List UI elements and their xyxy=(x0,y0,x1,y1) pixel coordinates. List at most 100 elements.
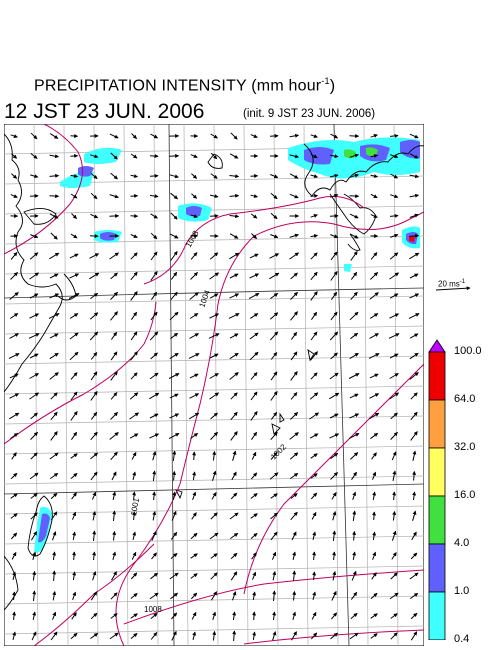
wind-arrow xyxy=(169,572,179,580)
wind-arrow xyxy=(70,472,78,479)
wind-arrow xyxy=(170,250,178,261)
wind-arrow xyxy=(310,234,319,238)
wind-arrow xyxy=(48,313,60,319)
colorbar-swatch xyxy=(428,495,446,545)
wind-arrow xyxy=(32,551,37,560)
wind-arrow xyxy=(412,450,417,462)
wind-arrow xyxy=(289,432,299,440)
wind-arrow xyxy=(388,333,400,339)
wind-arrow xyxy=(209,194,219,199)
wind-arrow xyxy=(209,213,219,218)
wind-arrow xyxy=(312,591,317,601)
title-main: PRECIPITATION INTENSITY (mm hour xyxy=(34,77,322,95)
wind-arrow xyxy=(170,192,179,200)
wind-arrow xyxy=(372,531,377,540)
wind-arrow xyxy=(110,613,118,619)
wind-arrow xyxy=(229,174,240,179)
wind-arrow xyxy=(69,273,80,279)
wind-arrow xyxy=(29,373,39,379)
wind-arrow xyxy=(210,512,218,520)
colorbar-swatch xyxy=(428,447,446,497)
wind-arrow xyxy=(409,352,419,360)
wind-arrow xyxy=(210,152,218,160)
wind-arrow xyxy=(169,174,179,179)
wind-arrow xyxy=(72,511,77,520)
colorbar-swatch xyxy=(428,399,446,449)
wind-arrow xyxy=(129,433,139,439)
wind-arrow xyxy=(229,293,240,299)
wind-arrow xyxy=(310,331,318,341)
wind-arrow xyxy=(92,571,97,581)
wind-arrow xyxy=(230,411,238,421)
wind-arrow xyxy=(252,631,257,640)
wind-arrow xyxy=(89,253,100,259)
wind-arrow xyxy=(409,273,419,279)
wind-arrow xyxy=(189,313,199,319)
wind-arrow xyxy=(392,491,397,501)
wind-arrow xyxy=(110,311,118,321)
wind-arrow xyxy=(349,393,359,399)
wind-arrow xyxy=(270,512,279,520)
wind-arrow xyxy=(272,570,277,581)
precipitation-areas xyxy=(34,137,420,553)
wind-arrow xyxy=(150,311,158,321)
wind-arrow xyxy=(50,411,58,421)
wind-arrow xyxy=(331,590,337,601)
wind-arrow xyxy=(130,593,138,599)
wind-arrow xyxy=(369,313,379,319)
wind-arrow xyxy=(250,372,258,380)
colorbar-top-triangle xyxy=(428,339,446,353)
wind-arrow xyxy=(189,393,200,399)
wind-arrow xyxy=(310,153,318,159)
wind-arrow xyxy=(190,573,198,579)
wind-arrow xyxy=(149,433,160,439)
grid-parallel xyxy=(4,265,424,275)
wind-arrow xyxy=(269,472,279,480)
grid-parallel xyxy=(4,295,424,305)
wind-arrow xyxy=(269,331,279,341)
wind-arrow xyxy=(229,352,239,360)
wind-arrow xyxy=(249,332,259,340)
wind-arrow xyxy=(270,390,278,401)
wind-arrow xyxy=(150,291,158,300)
wind-arrow xyxy=(329,173,339,178)
wind-arrow xyxy=(28,333,40,339)
wind-arrow xyxy=(132,471,137,481)
wind-arrow xyxy=(292,590,297,601)
wind-arrow xyxy=(50,431,58,441)
wind-arrow xyxy=(312,571,317,581)
wind-arrow xyxy=(210,553,218,559)
wind-arrow xyxy=(12,591,17,601)
wind-arrow xyxy=(370,214,378,218)
grid-parallel xyxy=(4,505,424,515)
wind-arrow xyxy=(270,351,278,360)
wind-arrow xyxy=(112,530,117,541)
grid-parallel xyxy=(4,565,424,575)
wind-arrow xyxy=(349,413,360,419)
wind-arrow xyxy=(49,173,60,178)
wind-arrow xyxy=(229,252,240,260)
wind-arrow xyxy=(49,194,60,199)
wind-arrow xyxy=(409,252,420,260)
wind-arrow xyxy=(330,251,338,261)
wind-arrow xyxy=(289,452,299,460)
wind-arrow xyxy=(132,491,137,501)
wind-arrow xyxy=(110,592,118,600)
wind-arrow xyxy=(290,511,298,521)
wind-arrow xyxy=(149,173,159,178)
wind-arrow xyxy=(291,631,297,641)
wind-arrow xyxy=(391,552,397,560)
wind-arrow xyxy=(209,353,219,359)
wind-arrow xyxy=(329,413,339,419)
wind-arrow xyxy=(410,392,418,400)
wind-arrow xyxy=(90,632,99,640)
wind-arrow xyxy=(10,532,18,540)
wind-arrow xyxy=(131,551,137,560)
wind-arrow xyxy=(169,311,179,321)
wind-arrow xyxy=(249,273,260,279)
weather-map: 1008 1004 1002 1001 1008 1001 xyxy=(4,124,424,646)
wind-arrow xyxy=(409,213,419,218)
wind-arrow xyxy=(310,252,318,260)
ref-vector-text: 20 ms xyxy=(438,279,460,289)
wind-arrow xyxy=(210,591,218,601)
